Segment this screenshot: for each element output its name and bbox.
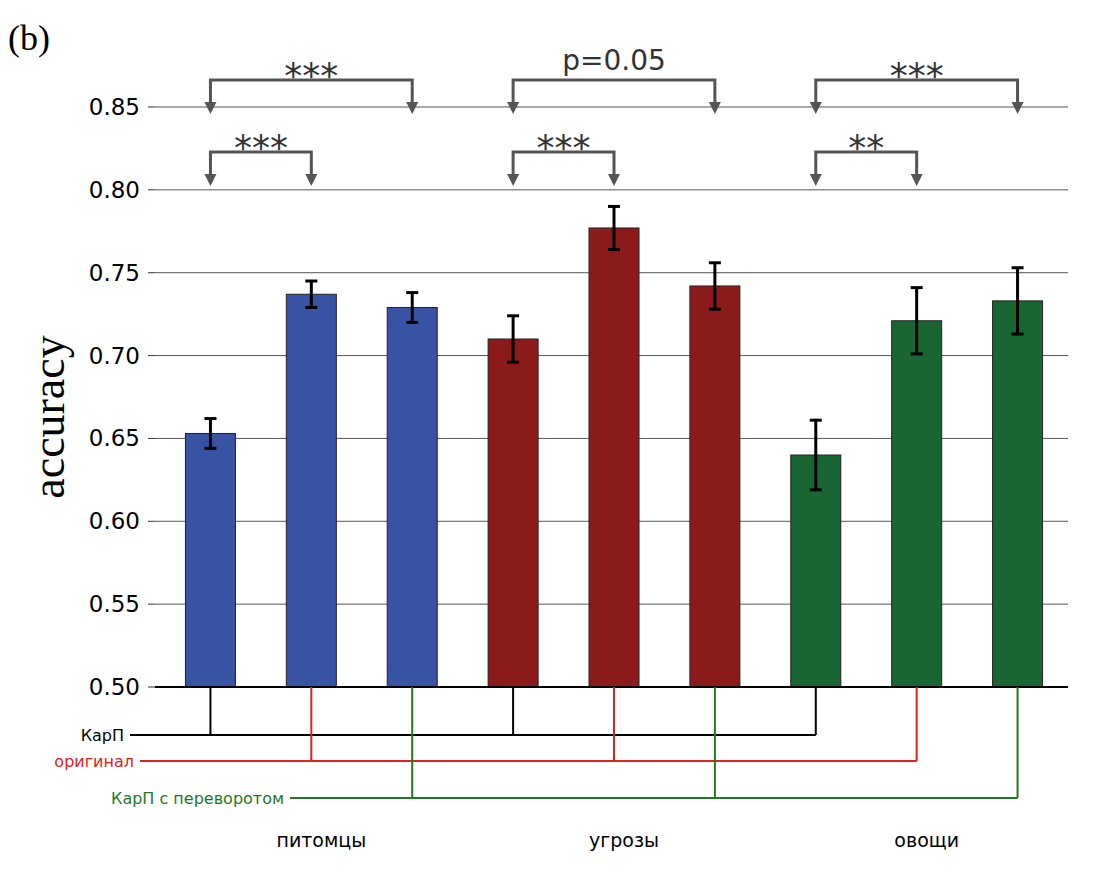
x-axis [155, 686, 1068, 688]
bar [387, 308, 437, 687]
legend-label: оригинал [54, 752, 134, 771]
grid-line [155, 189, 1068, 190]
chart: (b) accuracy 0.50 0.55 0.60 0.65 0.70 0.75 0.80 0… [0, 0, 1096, 877]
tick-mark [148, 355, 155, 356]
tick-label: 0.50 [89, 674, 140, 700]
grid-line [155, 687, 1068, 688]
y-axis-label: accuracy [23, 335, 74, 498]
bar [690, 286, 740, 687]
tick-label: 0.70 [89, 343, 140, 369]
bar [791, 455, 841, 687]
tick-label: 0.65 [89, 425, 140, 451]
error-bar [406, 293, 418, 323]
category-label: угрозы [589, 829, 659, 851]
tick-mark [148, 107, 155, 108]
significance-label: *** [537, 127, 591, 168]
legend-label: КарП с переворотом [111, 789, 284, 808]
error-bar [709, 263, 721, 309]
tick-label: 0.85 [89, 94, 140, 120]
bar [286, 294, 336, 687]
error-bar [911, 288, 923, 354]
tick-mark [148, 189, 155, 190]
error-bar [305, 281, 317, 308]
legend-connector [130, 687, 816, 735]
tick-mark [148, 272, 155, 273]
error-bar [1012, 268, 1024, 334]
category-label: овощи [894, 829, 959, 851]
error-bar [204, 419, 216, 449]
error-bar [507, 316, 519, 362]
tick-label: 0.75 [89, 260, 140, 286]
tick-label: 0.55 [89, 591, 140, 617]
tick-mark [148, 687, 155, 688]
tick-mark [148, 438, 155, 439]
tick-mark [148, 604, 155, 605]
bars [185, 206, 1042, 687]
significance-label: p=0.05 [562, 44, 666, 77]
tick-label: 0.80 [89, 177, 140, 203]
significance-bracket [507, 80, 721, 114]
bar [185, 433, 235, 687]
legend-label: КарП [81, 726, 124, 745]
error-bar [810, 420, 822, 490]
bar [892, 321, 942, 687]
legend-connector [290, 687, 1018, 798]
category-label: питомцы [276, 829, 366, 851]
bar [589, 228, 639, 687]
significance-label: *** [890, 55, 944, 96]
significance-label: *** [234, 127, 288, 168]
tick-label: 0.60 [89, 508, 140, 534]
significance-label: ** [848, 127, 884, 168]
legend-connector [140, 687, 917, 761]
error-bar [608, 206, 620, 249]
grid-line [155, 107, 1068, 108]
bar [488, 339, 538, 687]
bar [993, 301, 1043, 687]
title: (b) [8, 18, 50, 58]
tick-mark [148, 521, 155, 522]
significance-label: *** [284, 55, 338, 96]
